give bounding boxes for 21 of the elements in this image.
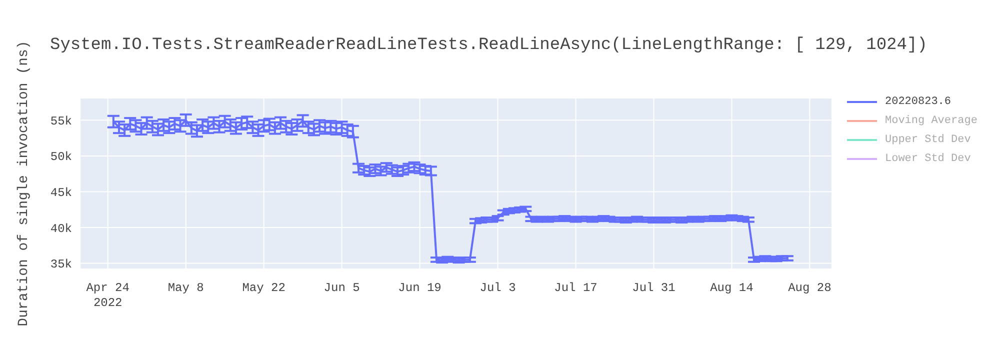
legend-label: Moving Average bbox=[885, 114, 978, 126]
y-tick-label: 40k bbox=[50, 222, 72, 236]
legend-label: Upper Std Dev bbox=[885, 134, 971, 146]
y-tick-label: 35k bbox=[50, 258, 72, 272]
legend-label: 20220823.6 bbox=[885, 96, 952, 108]
x-tick-label: Jul 31 bbox=[632, 281, 676, 295]
legend-label: Lower Std Dev bbox=[885, 152, 971, 164]
y-tick-label: 45k bbox=[50, 186, 72, 200]
x-tick-label: Jun 5 bbox=[324, 281, 360, 295]
x-tick-label: Jul 17 bbox=[554, 281, 598, 295]
x-tick-label: Aug 14 bbox=[710, 281, 754, 295]
y-axis-title: Duration of single invocation (ns) bbox=[16, 40, 32, 326]
x-tick-label: May 22 bbox=[242, 281, 286, 295]
x-tick-label: Apr 24 2022 bbox=[86, 281, 130, 310]
y-tick-label: 55k bbox=[50, 114, 72, 128]
x-tick-label: Aug 28 bbox=[788, 281, 832, 295]
y-tick-label: 50k bbox=[50, 150, 72, 164]
x-tick-label: Jul 3 bbox=[480, 281, 516, 295]
x-tick-label: May 8 bbox=[168, 281, 204, 295]
x-tick-label: Jun 19 bbox=[398, 281, 442, 295]
chart-title: System.IO.Tests.StreamReaderReadLineTests.ReadLineAsync(LineLengthRange: [ 129, 1024]) bbox=[50, 36, 928, 55]
